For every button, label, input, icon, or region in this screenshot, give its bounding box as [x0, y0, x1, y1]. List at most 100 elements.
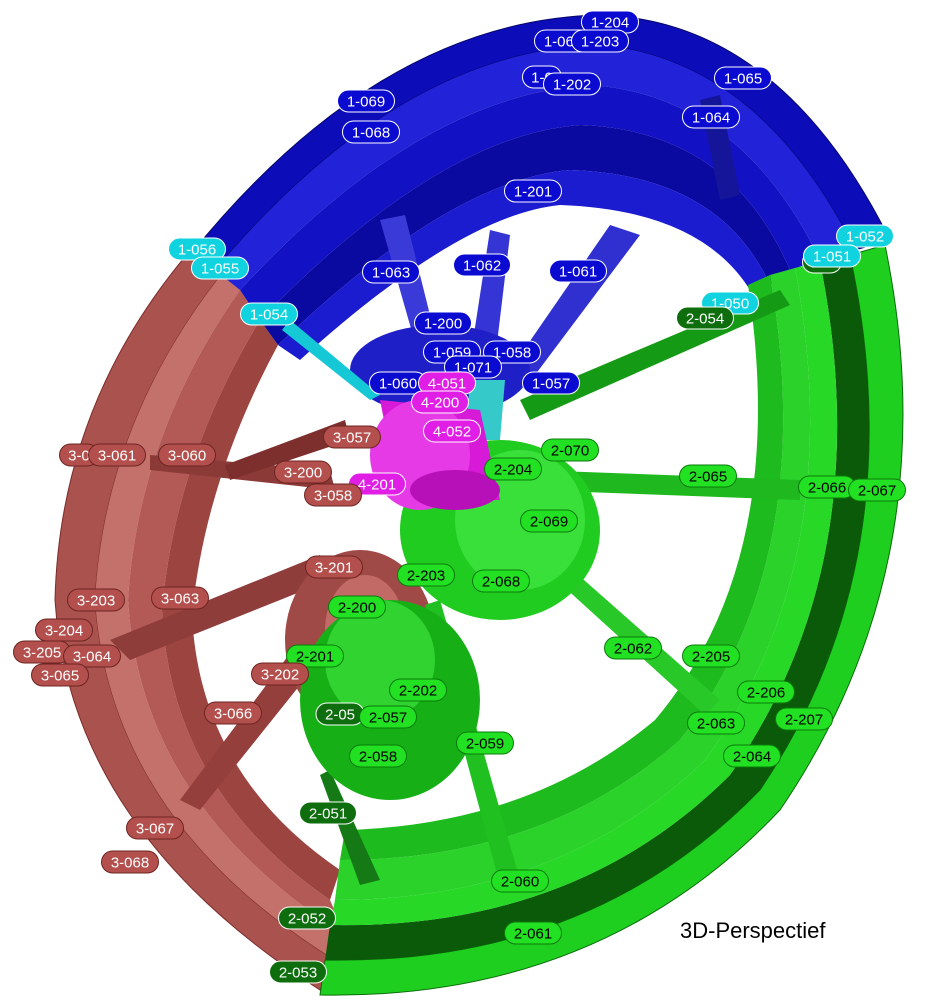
part-label-badge [191, 256, 249, 280]
part-label-badge [484, 457, 542, 481]
part-label-text: 3-204 [45, 623, 83, 640]
part-label-2-063: 2-063 [687, 711, 745, 735]
part-label-1-063: 1-063 [362, 260, 420, 284]
part-label-2-205: 2-205 [682, 644, 740, 668]
part-label-badge [414, 311, 472, 335]
part-label-3-068: 3-068 [101, 850, 159, 874]
part-label-badge [775, 707, 833, 731]
part-label-1-202: 1-202 [543, 72, 601, 96]
part-label-badge [604, 636, 662, 660]
part-label-text: 1-200 [424, 316, 462, 333]
part-label-text: 1-060 [379, 376, 417, 393]
part-label-badge [63, 644, 121, 668]
part-label-2-070: 2-070 [541, 438, 599, 462]
part-label-badge [549, 259, 607, 283]
part-label-badge [541, 438, 599, 462]
part-label-1-057: 1-057 [522, 371, 580, 395]
part-label-3-200: 3-200 [274, 460, 332, 484]
part-label-badge [423, 419, 481, 443]
part-label-text: 2-206 [747, 685, 785, 702]
part-label-3-061: 3-061 [88, 443, 146, 467]
part-label-text: 2-070 [551, 443, 589, 460]
part-label-badge [687, 711, 745, 735]
part-label-text: 3-058 [314, 488, 352, 505]
part-label-text: 2-064 [733, 749, 771, 766]
part-label-1-201: 1-201 [504, 179, 562, 203]
part-label-text: 1-201 [514, 184, 552, 201]
part-label-2-064: 2-064 [723, 744, 781, 768]
part-label-text: 3-205 [23, 645, 61, 662]
part-label-badge [520, 509, 578, 533]
part-label-text: 2-058 [359, 749, 397, 766]
part-label-text: 2-054 [686, 311, 724, 328]
part-label-3-066: 3-066 [204, 701, 262, 725]
part-label-badge [491, 869, 549, 893]
part-label-text: 1-051 [813, 249, 851, 266]
part-label-text: 2-062 [614, 641, 652, 658]
part-label-1-203: 1-203 [571, 29, 629, 53]
part-label-2-207: 2-207 [775, 707, 833, 731]
part-label-badge [411, 390, 469, 414]
part-label-1-052: 1-052 [836, 224, 894, 248]
part-label-1-069: 1-069 [337, 89, 395, 113]
part-label-text: 2-203 [407, 568, 445, 585]
part-label-4-052: 4-052 [423, 419, 481, 443]
part-label-text: 2-069 [530, 514, 568, 531]
part-label-badge [737, 680, 795, 704]
part-label-text: 3-067 [136, 821, 174, 838]
part-label-2-054: 2-054 [676, 306, 734, 330]
part-label-2-206: 2-206 [737, 680, 795, 704]
part-label-3-064: 3-064 [63, 644, 121, 668]
part-label-text: 1-054 [250, 307, 288, 324]
part-label-text: 2-057 [369, 710, 407, 727]
part-label-1-062: 1-062 [453, 253, 511, 277]
part-label-badge [304, 483, 362, 507]
part-label-badge [67, 588, 125, 612]
part-label-text: 2-05 [325, 707, 355, 724]
part-label-text: 2-053 [279, 965, 317, 982]
part-label-badge [571, 29, 629, 53]
part-label-text: 3-068 [111, 855, 149, 872]
part-label-text: 1-061 [559, 264, 597, 281]
part-label-2-060: 2-060 [491, 869, 549, 893]
part-label-1-054: 1-054 [240, 302, 298, 326]
part-label-text: 4-201 [358, 477, 396, 494]
part-label-text: 1-065 [724, 71, 762, 88]
part-label-badge [836, 224, 894, 248]
part-label-badge [456, 731, 514, 755]
part-label-2-062: 2-062 [604, 636, 662, 660]
part-label-text: 2-065 [689, 469, 727, 486]
part-label-text: 3-061 [98, 448, 136, 465]
part-label-text: 1-052 [846, 229, 884, 246]
part-label-badge [543, 72, 601, 96]
part-label-2-05: 2-05 [315, 702, 365, 726]
part-label-badge [299, 801, 357, 825]
part-label-text: 1-203 [581, 34, 619, 51]
part-label-badge [472, 569, 530, 593]
part-label-badge [269, 960, 327, 984]
part-label-1-064: 1-064 [682, 105, 740, 129]
part-label-text: 2-205 [692, 649, 730, 666]
part-label-text: 1-062 [463, 258, 501, 275]
part-label-3-067: 3-067 [126, 816, 184, 840]
part-label-2-200: 2-200 [328, 595, 386, 619]
part-label-text: 2-202 [399, 683, 437, 700]
part-label-text: 2-061 [514, 926, 552, 943]
part-label-text: 4-051 [428, 376, 466, 393]
part-label-text: 4-052 [433, 424, 471, 441]
part-label-text: 1-069 [347, 94, 385, 111]
part-label-2-069: 2-069 [520, 509, 578, 533]
part-label-text: 3-063 [161, 591, 199, 608]
part-label-text: 1-057 [532, 376, 570, 393]
part-label-badge [328, 595, 386, 619]
part-label-1-065: 1-065 [714, 66, 772, 90]
part-label-badge [483, 340, 541, 364]
part-label-badge [305, 555, 363, 579]
part-label-3-204: 3-204 [35, 618, 93, 642]
part-label-text: 2-200 [338, 600, 376, 617]
part-label-2-202: 2-202 [389, 678, 447, 702]
part-label-2-061: 2-061 [504, 921, 562, 945]
part-label-3-205: 3-205 [13, 640, 71, 664]
